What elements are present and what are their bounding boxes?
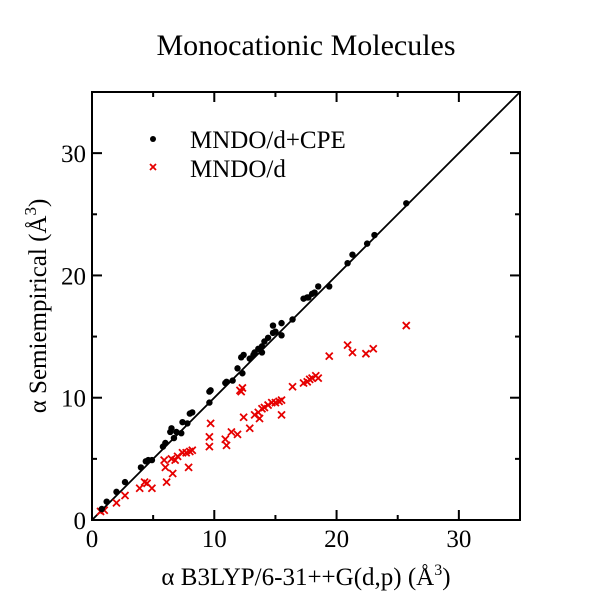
data-point	[178, 429, 185, 437]
data-point	[148, 456, 156, 464]
plot-frame	[91, 91, 521, 521]
data-point	[184, 420, 191, 427]
data-point	[348, 348, 357, 357]
data-points	[96, 200, 411, 516]
data-point	[315, 283, 322, 290]
y-axis-label: α Semiempirical (Å3)	[21, 199, 52, 414]
data-point	[206, 399, 213, 406]
data-point	[240, 351, 247, 359]
x-tick-label: 30	[446, 526, 471, 553]
y-tick-label: 30	[61, 141, 86, 168]
data-point	[325, 352, 334, 361]
data-point	[402, 321, 411, 330]
data-point	[162, 477, 171, 487]
data-point	[314, 374, 323, 383]
x-axis-label: α B3LYP/6-31++G(d,p) (Å3)	[161, 562, 450, 591]
series-mndo-d	[96, 321, 411, 516]
data-point	[112, 498, 121, 508]
data-point	[288, 382, 297, 391]
data-point	[113, 488, 120, 496]
data-point	[233, 430, 242, 439]
data-point	[221, 435, 230, 444]
data-point	[161, 463, 170, 472]
data-point	[239, 413, 248, 422]
data-point	[168, 469, 177, 478]
data-point	[170, 434, 178, 442]
x-axis-label-superscript: 3	[434, 562, 442, 579]
data-point	[239, 370, 246, 377]
data-point	[245, 424, 254, 433]
x-axis-label-suffix: )	[442, 564, 450, 591]
data-point	[349, 251, 356, 258]
x-tick-label: 20	[324, 526, 349, 553]
data-point	[278, 332, 285, 339]
data-point	[173, 428, 180, 436]
y-tick-label: 0	[74, 508, 87, 535]
data-point	[189, 409, 196, 416]
data-point	[255, 414, 264, 423]
data-point	[277, 396, 286, 405]
legend-label-mndo-d-cpe: MNDO/d+CPE	[190, 127, 346, 154]
data-point	[289, 316, 296, 323]
data-point	[361, 349, 371, 358]
data-point	[277, 410, 286, 419]
data-point	[205, 432, 214, 441]
data-point	[371, 231, 378, 239]
legend-dot-icon	[150, 136, 156, 142]
data-point	[103, 498, 110, 505]
data-point	[137, 464, 145, 471]
data-point	[258, 343, 266, 350]
y-axis-label-suffix: )	[25, 199, 52, 207]
data-point	[326, 283, 333, 290]
data-point	[229, 377, 236, 384]
data-point	[269, 322, 277, 329]
data-point	[272, 328, 279, 335]
data-point	[369, 344, 378, 353]
y-axis-label-text: α Semiempirical (Å	[25, 216, 52, 414]
data-point	[344, 260, 351, 267]
data-point	[258, 349, 266, 356]
data-point	[98, 505, 105, 513]
data-point	[363, 240, 371, 247]
data-point	[168, 425, 175, 432]
data-point	[311, 289, 318, 296]
legend-label-mndo-d: MNDO/d	[190, 156, 286, 183]
x-axis-label-text: α B3LYP/6-31++G(d,p) (Å	[161, 564, 434, 591]
tick-labels: 0 10 20 30 0 10 20 30	[61, 141, 471, 553]
data-point	[222, 441, 231, 450]
data-point	[238, 383, 247, 393]
data-point	[121, 478, 129, 486]
data-point	[278, 319, 285, 327]
legend-x-icon	[149, 163, 157, 171]
data-point	[206, 419, 215, 428]
data-point	[403, 200, 410, 207]
data-point	[120, 491, 130, 500]
x-tick-label: 10	[202, 526, 227, 553]
chart-title: Monocationic Molecules	[156, 29, 455, 62]
y-tick-label: 20	[61, 263, 86, 290]
data-point	[234, 365, 241, 372]
data-point	[162, 439, 169, 447]
reference-line-y-equals-x	[91, 91, 521, 521]
x-tick-label: 0	[86, 526, 99, 553]
data-point	[184, 463, 193, 472]
y-tick-label: 10	[61, 386, 86, 413]
data-point	[223, 378, 230, 386]
data-point	[264, 334, 272, 341]
legend-marker-mndo-d-cpe	[150, 136, 156, 142]
legend-marker-mndo-d	[149, 163, 157, 171]
legend: MNDO/d+CPE MNDO/d	[149, 127, 346, 183]
data-point	[147, 484, 157, 493]
data-point	[160, 455, 169, 465]
data-point	[207, 387, 214, 394]
data-point	[179, 418, 186, 426]
data-point	[343, 340, 352, 350]
data-point	[227, 427, 236, 437]
series-mndo-d-cpe	[98, 200, 410, 513]
y-axis-label-superscript: 3	[21, 207, 40, 216]
data-point	[205, 442, 214, 451]
data-point	[188, 446, 197, 455]
